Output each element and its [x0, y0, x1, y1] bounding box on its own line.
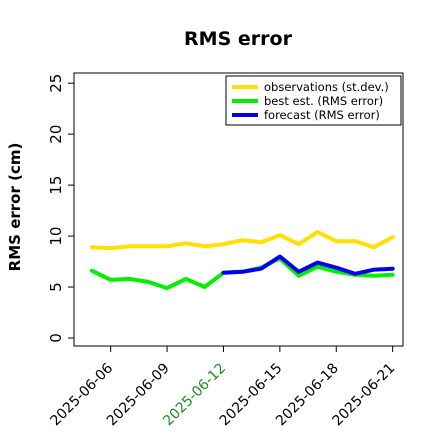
y-tick-label: 15	[47, 176, 65, 195]
series-layer	[89, 230, 395, 291]
y-tick-label: 20	[47, 125, 65, 144]
series-line-2	[221, 254, 395, 276]
x-axis: 2025-06-062025-06-092025-06-122025-06-15…	[47, 346, 398, 429]
chart-title: RMS error	[184, 28, 293, 50]
y-axis: 0 5 10 15 20 25	[47, 74, 74, 343]
y-tick-label: 25	[47, 74, 65, 93]
legend: observations (st.dev.) best est. (RMS er…	[225, 75, 402, 126]
series-line-0	[89, 230, 395, 251]
y-tick-label: 0	[47, 333, 65, 343]
plot-frame	[73, 72, 404, 347]
legend-label-forecast: forecast (RMS error)	[264, 108, 380, 122]
y-tick-label: 5	[47, 282, 65, 292]
legend-label-observations: observations (st.dev.)	[264, 80, 389, 94]
y-tick-label: 10	[47, 227, 65, 246]
legend-label-best-est: best est. (RMS error)	[264, 94, 383, 108]
y-axis-label: RMS error (cm)	[6, 143, 24, 272]
